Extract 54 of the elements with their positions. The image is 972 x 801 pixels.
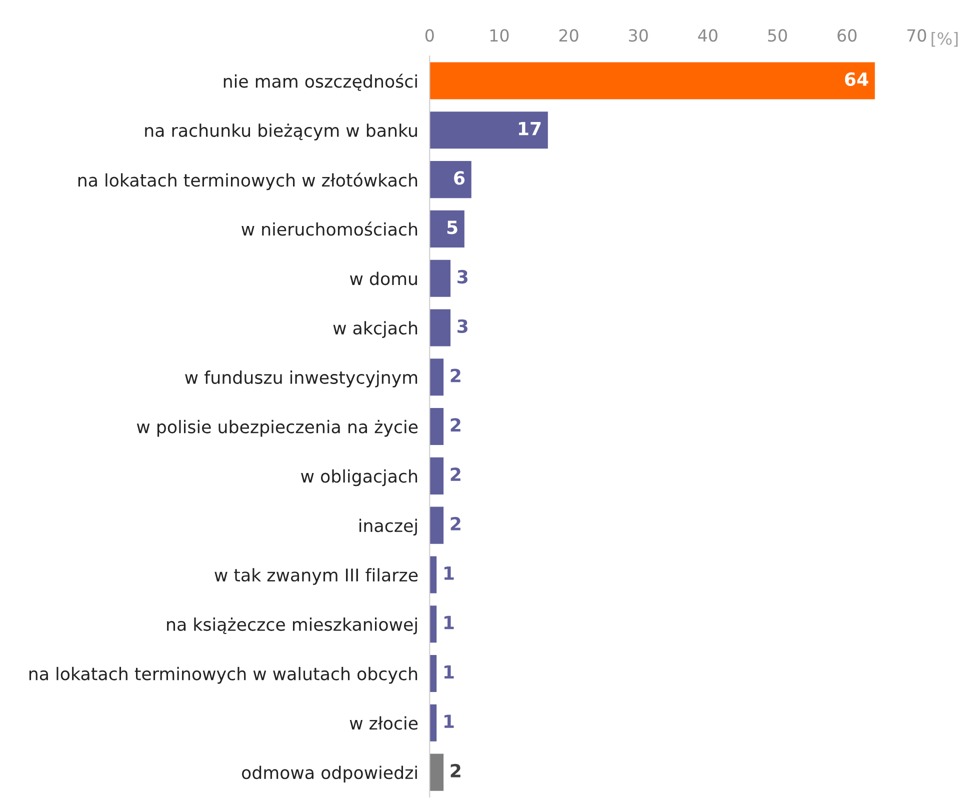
y-tick-label: w obligacjach	[301, 469, 418, 486]
bar	[430, 754, 444, 791]
bar	[430, 309, 450, 346]
data-label: 2	[450, 764, 460, 778]
data-label: 17	[518, 122, 541, 136]
y-tick-label: w polisie ubezpieczenia na życie	[136, 420, 418, 437]
data-label: 3	[458, 319, 468, 333]
x-tick-label: 50	[768, 29, 787, 42]
data-label: 6	[454, 171, 465, 185]
data-label: 1	[444, 665, 454, 678]
y-tick-label: w akcjach	[333, 321, 418, 338]
data-label: 1	[444, 566, 454, 580]
data-label: 2	[450, 468, 460, 481]
y-tick-label: w domu	[350, 272, 417, 286]
y-tick-label: na rachunku bieżącym w banku	[145, 124, 417, 140]
x-tick-label: 70	[907, 29, 926, 42]
x-axis-title: [%]	[932, 32, 958, 47]
y-tick-label: na książeczce mieszkaniowej	[167, 618, 417, 634]
data-label: 1	[444, 714, 454, 728]
data-label: 3	[458, 270, 468, 284]
y-tick-label: w nieruchomościach	[242, 222, 418, 236]
bar	[430, 606, 437, 643]
data-label: 64	[845, 72, 868, 86]
y-tick-label: na lokatach terminowych w złotówkach	[78, 172, 418, 190]
y-tick-label: w funduszu inwestycyjnym	[185, 370, 418, 388]
x-tick-label: 0	[425, 29, 434, 42]
y-tick-label: na lokatach terminowych w walutach obcych	[29, 666, 418, 684]
x-tick-label: 30	[628, 29, 648, 42]
y-tick-label: inaczej	[360, 518, 417, 536]
bar	[430, 112, 548, 149]
bar	[430, 408, 444, 446]
data-label: 2	[450, 516, 460, 530]
bar	[430, 260, 450, 297]
y-tick-label: nie mam oszczędności	[224, 74, 417, 91]
x-tick-label: 60	[838, 29, 857, 42]
bar	[430, 556, 437, 594]
bar	[430, 62, 875, 100]
data-label: 1	[444, 616, 454, 630]
x-tick-label: 40	[698, 29, 718, 42]
data-label: 2	[450, 418, 460, 432]
y-tick-label: odmowa odpowiedzi	[242, 766, 417, 783]
bar	[430, 704, 437, 742]
y-tick-label: w złocie	[350, 716, 418, 730]
x-tick-label: 10	[490, 29, 509, 42]
data-label: 2	[450, 368, 460, 382]
bar	[430, 506, 444, 544]
bar	[430, 654, 437, 692]
y-tick-label: w tak zwanym III filarze	[214, 568, 418, 585]
bar	[430, 161, 472, 198]
data-label: 5	[447, 220, 458, 234]
bar	[430, 210, 464, 248]
x-tick-label: 20	[559, 29, 578, 42]
bar	[430, 358, 444, 396]
bar	[430, 457, 444, 494]
